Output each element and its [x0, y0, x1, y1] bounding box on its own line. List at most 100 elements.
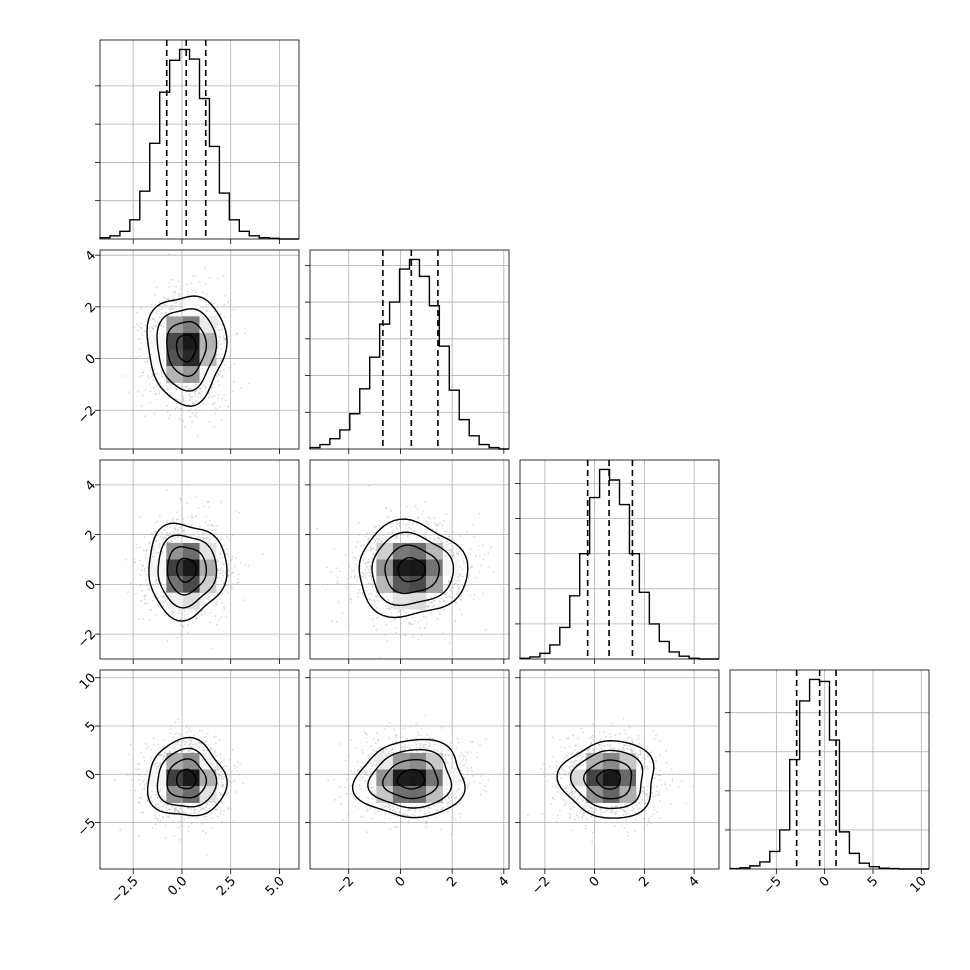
sample-point [459, 535, 462, 537]
density-cell [392, 592, 410, 610]
sample-point [445, 555, 448, 557]
sample-point [591, 840, 594, 842]
sample-point [151, 599, 154, 602]
sample-point [463, 562, 465, 565]
sample-point [236, 581, 239, 584]
sample-point [193, 812, 195, 815]
sample-point [467, 753, 469, 755]
sample-point [150, 609, 152, 611]
sample-point [206, 749, 209, 752]
sample-point [215, 604, 218, 607]
sample-point [133, 326, 136, 329]
sample-point [404, 814, 407, 816]
sample-point [641, 753, 644, 756]
density-cell [166, 332, 184, 350]
sample-point [140, 796, 143, 799]
sample-point [372, 749, 375, 752]
sample-point [658, 791, 660, 794]
sample-point [561, 767, 563, 770]
sample-point [392, 522, 394, 524]
sample-point [406, 814, 408, 816]
sample-point [221, 397, 224, 400]
sample-point [163, 803, 166, 806]
sample-point [455, 797, 458, 799]
sample-point [571, 793, 573, 796]
sample-point [449, 596, 452, 599]
sample-point [470, 740, 473, 743]
sample-point [156, 604, 159, 607]
sample-point [144, 579, 147, 582]
sample-point [613, 805, 616, 808]
sample-point [188, 611, 191, 613]
sample-point [470, 766, 473, 769]
sample-point [365, 572, 368, 575]
sample-point [211, 811, 214, 814]
sample-point [143, 778, 146, 780]
sample-point [212, 302, 215, 304]
sample-point [159, 535, 162, 538]
sample-point [165, 304, 167, 307]
density-cell [442, 769, 460, 787]
sample-point [142, 565, 145, 567]
sample-point [437, 525, 439, 527]
sample-point [389, 808, 392, 810]
sample-point [216, 322, 219, 325]
sample-point [170, 539, 172, 541]
y-tick-label: 0 [83, 767, 99, 783]
sample-point [382, 607, 384, 609]
panel-content [100, 460, 299, 659]
sample-point [457, 741, 460, 744]
sample-point [569, 791, 572, 794]
sample-point [438, 522, 441, 525]
density-cell [392, 769, 410, 787]
sample-point [393, 826, 396, 828]
sample-point [130, 779, 133, 781]
sample-point [137, 329, 139, 332]
sample-point [402, 609, 405, 612]
sample-point [196, 742, 199, 745]
sample-point [350, 785, 353, 787]
sample-point [555, 820, 558, 823]
sample-point [478, 555, 481, 558]
sample-point [164, 297, 166, 300]
density-cell [392, 542, 410, 560]
sample-point [452, 587, 454, 589]
sample-point [451, 521, 454, 524]
sample-point [140, 599, 143, 602]
sample-point [217, 354, 220, 357]
sample-point [428, 743, 431, 745]
sample-point [190, 514, 193, 516]
sample-point [569, 816, 571, 819]
sample-point [555, 770, 558, 773]
x-tick-label: 2 [444, 874, 460, 890]
sample-point [425, 820, 428, 823]
sample-point [145, 602, 148, 605]
sample-point [154, 765, 157, 767]
sample-point [389, 818, 392, 820]
sample-point [419, 810, 421, 812]
sample-point [161, 533, 164, 536]
sample-point [127, 391, 130, 393]
histogram-step-line [729, 678, 929, 870]
sample-point [149, 390, 152, 392]
sample-point [364, 780, 367, 782]
sample-point [651, 791, 653, 794]
sample-point [184, 811, 186, 814]
sample-point [225, 399, 227, 402]
sample-point [640, 792, 643, 795]
sample-point [176, 511, 179, 514]
sample-point [209, 519, 212, 522]
sample-point [671, 778, 674, 780]
sample-point [626, 737, 629, 739]
sample-point [222, 776, 225, 778]
sample-point [211, 403, 214, 406]
sample-point [338, 743, 341, 745]
sample-point [153, 556, 155, 558]
sample-point [155, 530, 157, 533]
sample-point [235, 333, 238, 336]
sample-point [194, 395, 197, 397]
sample-point [196, 803, 199, 806]
sample-point [164, 756, 167, 759]
sample-point [402, 736, 404, 738]
